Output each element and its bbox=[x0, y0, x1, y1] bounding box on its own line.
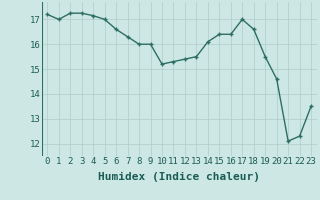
X-axis label: Humidex (Indice chaleur): Humidex (Indice chaleur) bbox=[98, 172, 260, 182]
